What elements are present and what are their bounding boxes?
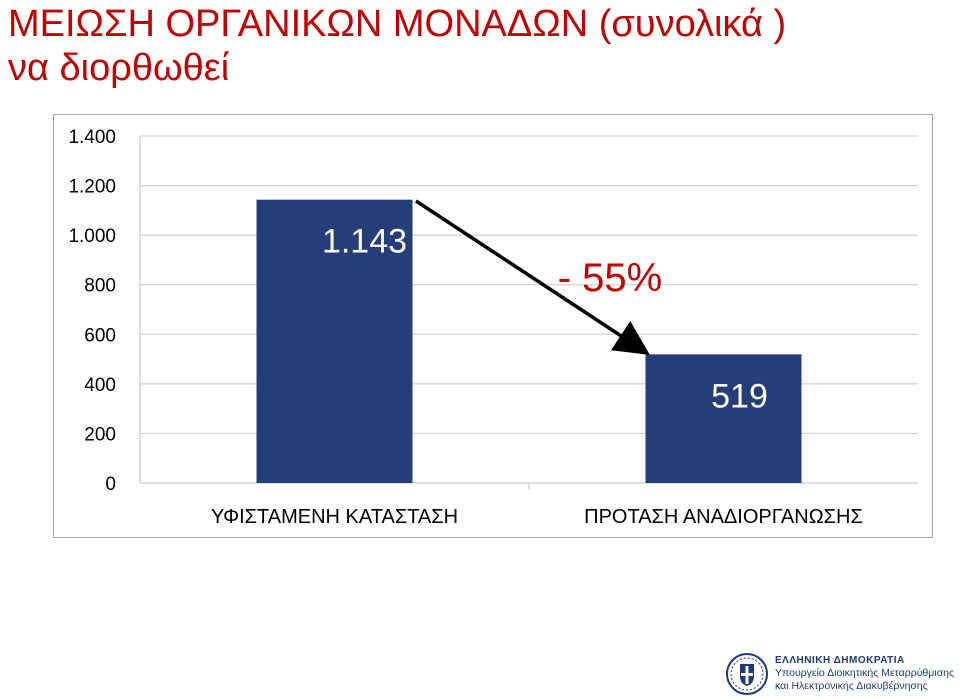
y-tick-label: 1.400 bbox=[68, 127, 116, 148]
footer-line-1: ΕΛΛΗΝΙΚΗ ΔΗΜΟΚΡΑΤΙΑ bbox=[775, 655, 905, 666]
title-line-2: να διορθωθεί bbox=[8, 47, 230, 89]
ministry-footer: ΕΛΛΗΝΙΚΗ ΔΗΜΟΚΡΑΤΙΑ Υπουργείο Διοικητική… bbox=[725, 652, 955, 697]
y-tick-label: 0 bbox=[105, 474, 116, 495]
footer-line-2: Υπουργείο Διοικητικής Μεταρρύθμισης bbox=[775, 667, 955, 679]
bar-value-label: 519 bbox=[711, 377, 768, 415]
bar bbox=[645, 354, 802, 483]
title-line-1: ΜΕΙΩΣΗ ΟΡΓΑΝΙΚΩΝ ΜΟΝΑΔΩΝ (συνολικά ) bbox=[8, 3, 787, 45]
y-tick-label: 400 bbox=[84, 375, 116, 396]
change-annotation: - 55% bbox=[558, 256, 663, 300]
y-tick-label: 1.000 bbox=[68, 226, 116, 247]
greek-emblem-icon bbox=[726, 653, 768, 695]
y-tick-label: 800 bbox=[84, 276, 116, 297]
y-tick-label: 600 bbox=[84, 325, 116, 346]
page-title: ΜΕΙΩΣΗ ΟΡΓΑΝΙΚΩΝ ΜΟΝΑΔΩΝ (συνολικά ) να … bbox=[8, 2, 948, 90]
y-tick-label: 200 bbox=[84, 424, 116, 445]
bar bbox=[256, 199, 413, 483]
footer-line-3: και Ηλεκτρονικής Διακυβέρνησης bbox=[775, 680, 928, 692]
trend-arrow bbox=[415, 199, 650, 355]
x-category-label: ΠΡΟΤΑΣΗ ΑΝΑΔΙΟΡΓΑΝΩΣΗΣ bbox=[584, 506, 863, 528]
chart-frame: 0 200 400 600 800 1.000 1.200 1.400 ΥΦΙΣΤΑΜΕΝΗ … bbox=[53, 114, 933, 538]
bar-value-label: 1.143 bbox=[322, 223, 407, 261]
y-tick-label: 1.200 bbox=[68, 177, 116, 198]
x-category-label: ΥΦΙΣΤΑΜΕΝΗ ΚΑΤΑΣΤΑΣΗ bbox=[211, 506, 458, 528]
bar-chart: 0 200 400 600 800 1.000 1.200 1.400 ΥΦΙΣΤΑΜΕΝΗ … bbox=[68, 127, 918, 528]
